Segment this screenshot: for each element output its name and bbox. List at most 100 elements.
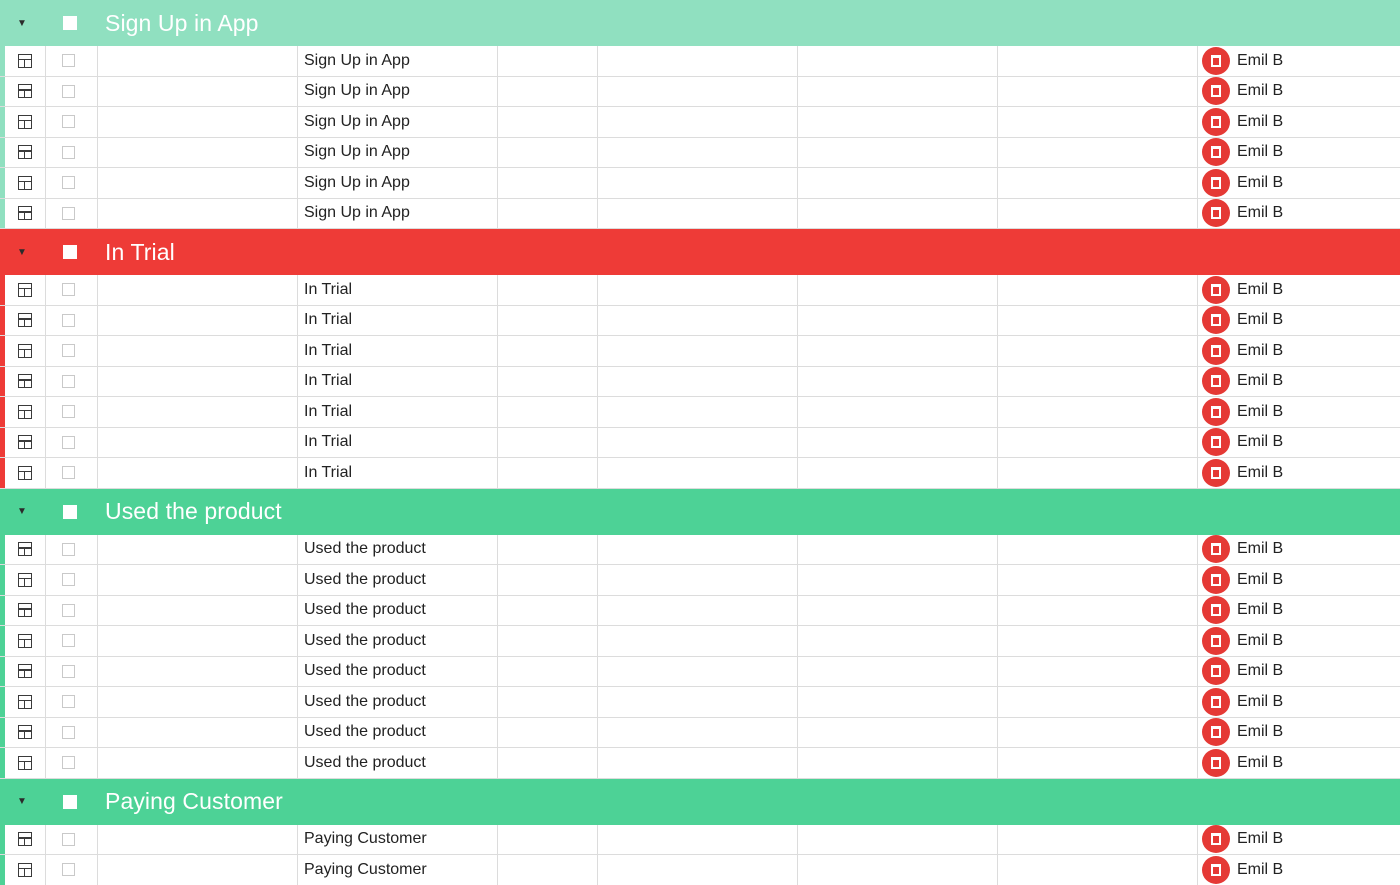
text-cell[interactable]	[998, 656, 1198, 686]
text-cell[interactable]	[998, 824, 1198, 854]
open-item-icon[interactable]	[17, 175, 32, 190]
stage-cell[interactable]: Paying Customer	[298, 855, 498, 885]
text-cell[interactable]	[598, 565, 798, 595]
table-row[interactable]: Paying Customer Emil B	[0, 824, 1400, 855]
row-checkbox[interactable]	[62, 695, 75, 709]
row-checkbox[interactable]	[62, 466, 75, 480]
text-cell[interactable]	[998, 305, 1198, 335]
text-cell[interactable]	[598, 76, 798, 106]
open-item-icon[interactable]	[17, 832, 32, 847]
text-cell[interactable]	[598, 687, 798, 717]
name-cell[interactable]	[98, 366, 298, 396]
text-cell[interactable]	[498, 198, 598, 228]
collapse-triangle-icon[interactable]: ▼	[17, 17, 27, 29]
group-title[interactable]: Sign Up in App	[105, 9, 259, 36]
name-cell[interactable]	[98, 427, 298, 457]
text-cell[interactable]	[998, 275, 1198, 305]
text-cell[interactable]	[598, 458, 798, 488]
stage-cell[interactable]: Used the product	[298, 595, 498, 625]
name-cell[interactable]	[98, 107, 298, 137]
stage-cell[interactable]: Sign Up in App	[298, 198, 498, 228]
open-item-icon[interactable]	[17, 404, 32, 419]
text-cell[interactable]	[798, 656, 998, 686]
stage-cell[interactable]: Used the product	[298, 748, 498, 778]
text-cell[interactable]	[998, 855, 1198, 885]
row-checkbox[interactable]	[62, 145, 75, 159]
text-cell[interactable]	[598, 717, 798, 747]
text-cell[interactable]	[498, 168, 598, 198]
table-row[interactable]: In Trial Emil B	[0, 458, 1400, 489]
row-checkbox[interactable]	[62, 542, 75, 556]
text-cell[interactable]	[598, 824, 798, 854]
group-select-checkbox[interactable]	[63, 16, 77, 30]
table-row[interactable]: Used the product Emil B	[0, 626, 1400, 657]
table-row[interactable]: In Trial Emil B	[0, 336, 1400, 367]
text-cell[interactable]	[998, 626, 1198, 656]
text-cell[interactable]	[998, 107, 1198, 137]
name-cell[interactable]	[98, 168, 298, 198]
open-item-icon[interactable]	[17, 84, 32, 99]
name-cell[interactable]	[98, 137, 298, 167]
text-cell[interactable]	[498, 107, 598, 137]
owner-cell[interactable]: Emil B	[1198, 535, 1400, 565]
owner-cell[interactable]: Emil B	[1198, 428, 1400, 458]
stage-cell[interactable]: In Trial	[298, 305, 498, 335]
open-item-icon[interactable]	[17, 633, 32, 648]
text-cell[interactable]	[998, 137, 1198, 167]
owner-cell[interactable]: Emil B	[1198, 77, 1400, 107]
row-checkbox[interactable]	[62, 664, 75, 678]
group-select-checkbox[interactable]	[63, 245, 77, 259]
stage-cell[interactable]: Used the product	[298, 626, 498, 656]
row-checkbox[interactable]	[62, 54, 75, 68]
text-cell[interactable]	[498, 137, 598, 167]
owner-cell[interactable]: Emil B	[1198, 657, 1400, 687]
text-cell[interactable]	[998, 565, 1198, 595]
open-item-icon[interactable]	[17, 343, 32, 358]
open-item-icon[interactable]	[17, 435, 32, 450]
text-cell[interactable]	[798, 748, 998, 778]
open-item-icon[interactable]	[17, 374, 32, 389]
table-row[interactable]: Sign Up in App Emil B	[0, 107, 1400, 138]
open-item-icon[interactable]	[17, 282, 32, 297]
text-cell[interactable]	[498, 656, 598, 686]
text-cell[interactable]	[598, 46, 798, 76]
stage-cell[interactable]: Sign Up in App	[298, 168, 498, 198]
text-cell[interactable]	[798, 168, 998, 198]
owner-cell[interactable]: Emil B	[1198, 626, 1400, 656]
row-checkbox[interactable]	[62, 283, 75, 297]
stage-cell[interactable]: Used the product	[298, 717, 498, 747]
table-row[interactable]: Used the product Emil B	[0, 687, 1400, 718]
name-cell[interactable]	[98, 595, 298, 625]
row-checkbox[interactable]	[62, 344, 75, 358]
name-cell[interactable]	[98, 275, 298, 305]
stage-cell[interactable]: Used the product	[298, 687, 498, 717]
stage-cell[interactable]: Sign Up in App	[298, 107, 498, 137]
stage-cell[interactable]: In Trial	[298, 275, 498, 305]
name-cell[interactable]	[98, 397, 298, 427]
open-item-icon[interactable]	[17, 694, 32, 709]
text-cell[interactable]	[498, 458, 598, 488]
row-checkbox[interactable]	[62, 634, 75, 648]
table-row[interactable]: In Trial Emil B	[0, 397, 1400, 428]
name-cell[interactable]	[98, 198, 298, 228]
text-cell[interactable]	[798, 137, 998, 167]
text-cell[interactable]	[798, 107, 998, 137]
open-item-icon[interactable]	[17, 114, 32, 129]
stage-cell[interactable]: Sign Up in App	[298, 76, 498, 106]
stage-cell[interactable]: Used the product	[298, 565, 498, 595]
text-cell[interactable]	[498, 427, 598, 457]
text-cell[interactable]	[498, 534, 598, 564]
owner-cell[interactable]: Emil B	[1198, 275, 1400, 305]
open-item-icon[interactable]	[17, 145, 32, 160]
row-checkbox[interactable]	[62, 374, 75, 388]
row-checkbox[interactable]	[62, 405, 75, 419]
text-cell[interactable]	[798, 855, 998, 885]
name-cell[interactable]	[98, 656, 298, 686]
name-cell[interactable]	[98, 855, 298, 885]
row-checkbox[interactable]	[62, 863, 75, 877]
text-cell[interactable]	[998, 748, 1198, 778]
table-row[interactable]: Paying Customer Emil B	[0, 855, 1400, 885]
stage-cell[interactable]: Used the product	[298, 656, 498, 686]
table-row[interactable]: Sign Up in App Emil B	[0, 137, 1400, 168]
table-row[interactable]: Used the product Emil B	[0, 534, 1400, 565]
